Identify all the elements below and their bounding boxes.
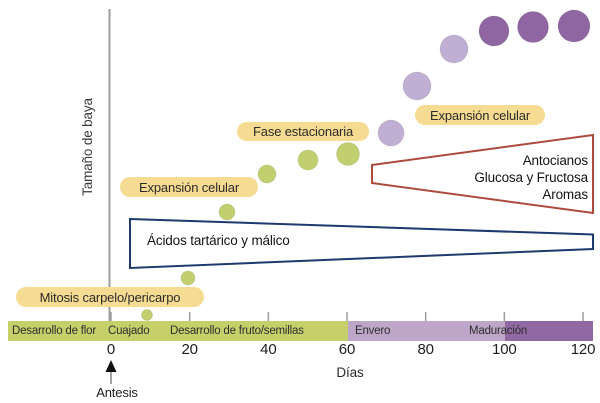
- ripening-line-anthocyanins: Antocianos: [522, 153, 588, 168]
- phase-segment-maduracion: [505, 321, 593, 341]
- berry-dot: [180, 270, 196, 286]
- axis-ticks: [110, 312, 584, 321]
- ripening-line-sugars: Glucosa y Fructosa: [474, 170, 588, 185]
- axis-tick-label: 100: [492, 341, 517, 358]
- berry-dot: [336, 142, 360, 166]
- acids-trapezoid-outline: [129, 217, 594, 270]
- berry-dot: [439, 34, 469, 64]
- phase-label-fruto: Desarrollo de fruto/semillas: [170, 325, 304, 337]
- phase-label-maduracion: Maduración: [469, 325, 528, 337]
- pill-mitosis: Mitosis carpelo/pericarpo: [16, 287, 204, 307]
- y-axis-label: Tamaño de baya: [80, 98, 95, 196]
- phase-label-cuajado: Cuajado: [108, 325, 150, 337]
- ripening-trapezoid-outline: [371, 133, 594, 215]
- ripening-line-aromas: Aromas: [542, 187, 588, 202]
- pill-expansion-1: Expansión celular: [120, 177, 258, 197]
- phase-label-envero: Envero: [355, 325, 391, 337]
- phase-segment-envero: [348, 321, 505, 341]
- antesis-arrow-head-icon: [105, 360, 117, 372]
- berry-dot: [478, 15, 510, 47]
- axis-tick-label: 60: [338, 341, 356, 358]
- berry-dot: [377, 119, 405, 147]
- berry-dot: [517, 11, 549, 43]
- axis-tick-label: 20: [181, 341, 198, 358]
- berry-dot: [141, 309, 153, 321]
- berry-dot: [218, 203, 236, 221]
- berry-dot: [557, 9, 591, 43]
- axis-tick-label: 120: [570, 341, 596, 358]
- pill-fase-estacionaria: Fase estacionaria: [237, 122, 369, 141]
- axis-tick-label: 40: [260, 341, 277, 358]
- antesis-annotation: Antesis: [96, 385, 138, 400]
- phase-bar: Desarrollo de flor Cuajado Desarrollo de…: [8, 321, 593, 341]
- pill-expansion-2: Expansión celular: [415, 105, 545, 125]
- berry-dot: [257, 164, 277, 184]
- x-axis-label: Días: [336, 365, 364, 380]
- berry-dot: [402, 71, 432, 101]
- ripening-labels: Antocianos Glucosa y Fructosa Aromas: [474, 152, 588, 203]
- berry-dot: [297, 149, 319, 171]
- phase-label-flor: Desarrollo de flor: [12, 325, 96, 337]
- axis-tick-label: 0: [106, 341, 116, 358]
- axis-tick-label: 80: [417, 341, 434, 358]
- berry-size-dots: [141, 9, 591, 321]
- phase-segment-green: [8, 321, 348, 341]
- acids-label: Ácidos tartárico y málico: [147, 233, 290, 248]
